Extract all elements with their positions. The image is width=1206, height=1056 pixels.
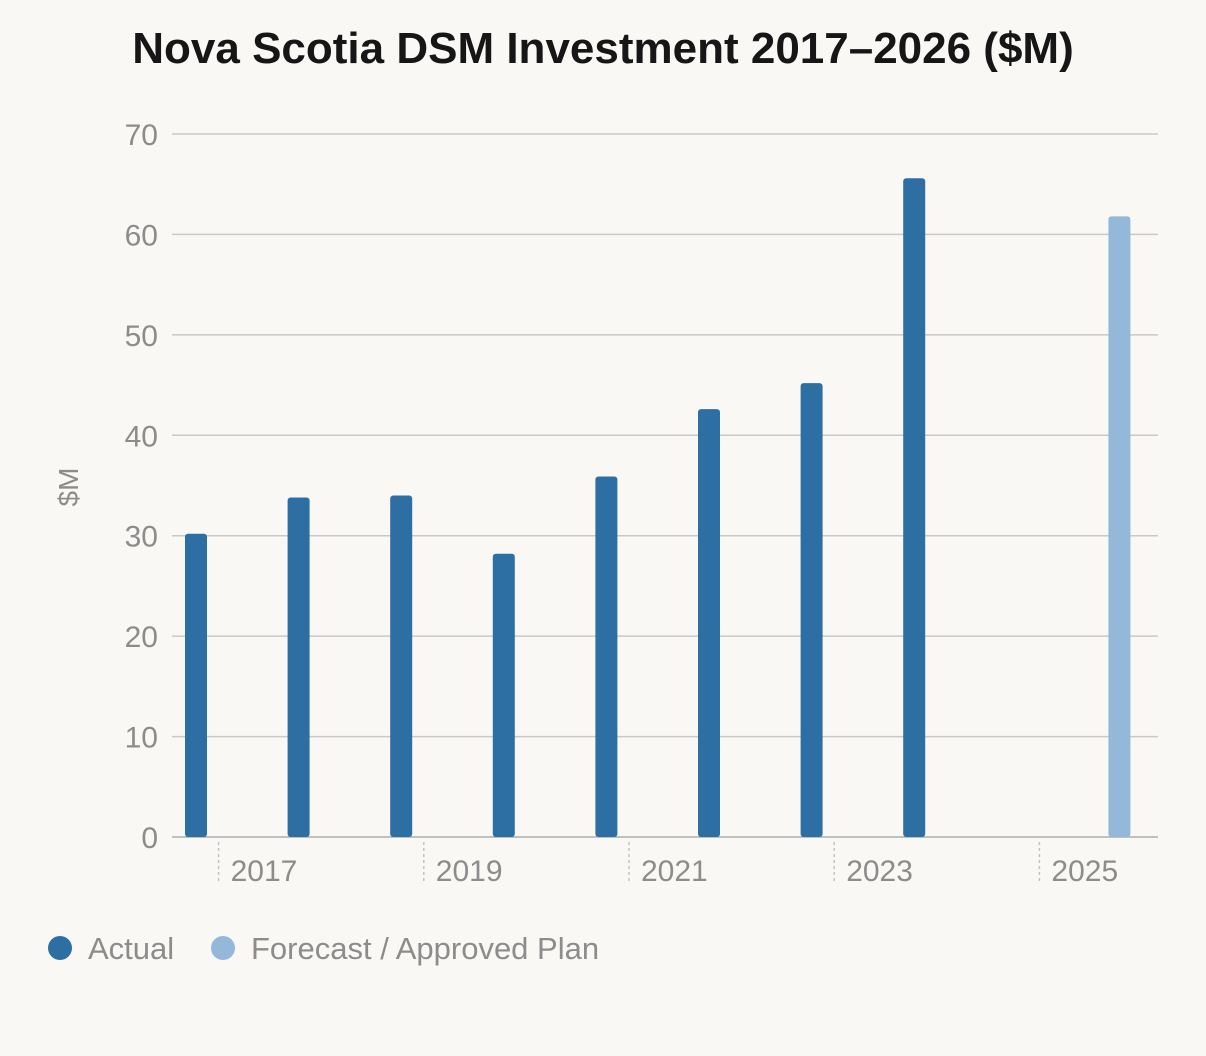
x-tick-label: 2017 <box>231 855 298 888</box>
bar <box>287 497 310 837</box>
y-tick-label: 50 <box>125 320 158 353</box>
y-tick-label: 10 <box>125 722 158 755</box>
bar <box>903 178 926 837</box>
bar <box>595 476 618 837</box>
x-tick-label: 2023 <box>846 855 913 888</box>
y-tick-label: 30 <box>125 521 158 554</box>
x-tick-label: 2025 <box>1051 855 1118 888</box>
bar <box>800 383 823 837</box>
y-tick-label: 40 <box>125 420 158 453</box>
bar <box>390 495 413 837</box>
bars <box>185 178 1131 837</box>
bar <box>492 553 515 837</box>
legend-swatch <box>48 936 72 960</box>
y-axis-label: $M <box>53 468 84 507</box>
y-tick-label: 0 <box>141 822 158 855</box>
legend-label: Actual <box>88 931 174 966</box>
legend-label: Forecast / Approved Plan <box>251 931 599 966</box>
x-axis-ticks: 2017 2019 2021 2023 2025 <box>217 842 1118 888</box>
bar <box>698 409 720 837</box>
x-tick-label: 2019 <box>436 855 503 888</box>
bar <box>1108 216 1131 837</box>
legend: Actual Forecast / Approved Plan <box>48 931 599 966</box>
y-axis-ticks: 0 10 20 30 40 50 60 70 <box>125 119 158 855</box>
y-tick-label: 60 <box>125 219 158 252</box>
y-tick-label: 20 <box>125 621 158 654</box>
y-tick-label: 70 <box>125 119 158 152</box>
bar <box>185 533 207 837</box>
legend-swatch <box>211 936 235 960</box>
chart-title: Nova Scotia DSM Investment 2017–2026 ($M… <box>132 24 1074 73</box>
grid-lines <box>172 133 1158 838</box>
x-tick-label: 2021 <box>641 855 708 888</box>
